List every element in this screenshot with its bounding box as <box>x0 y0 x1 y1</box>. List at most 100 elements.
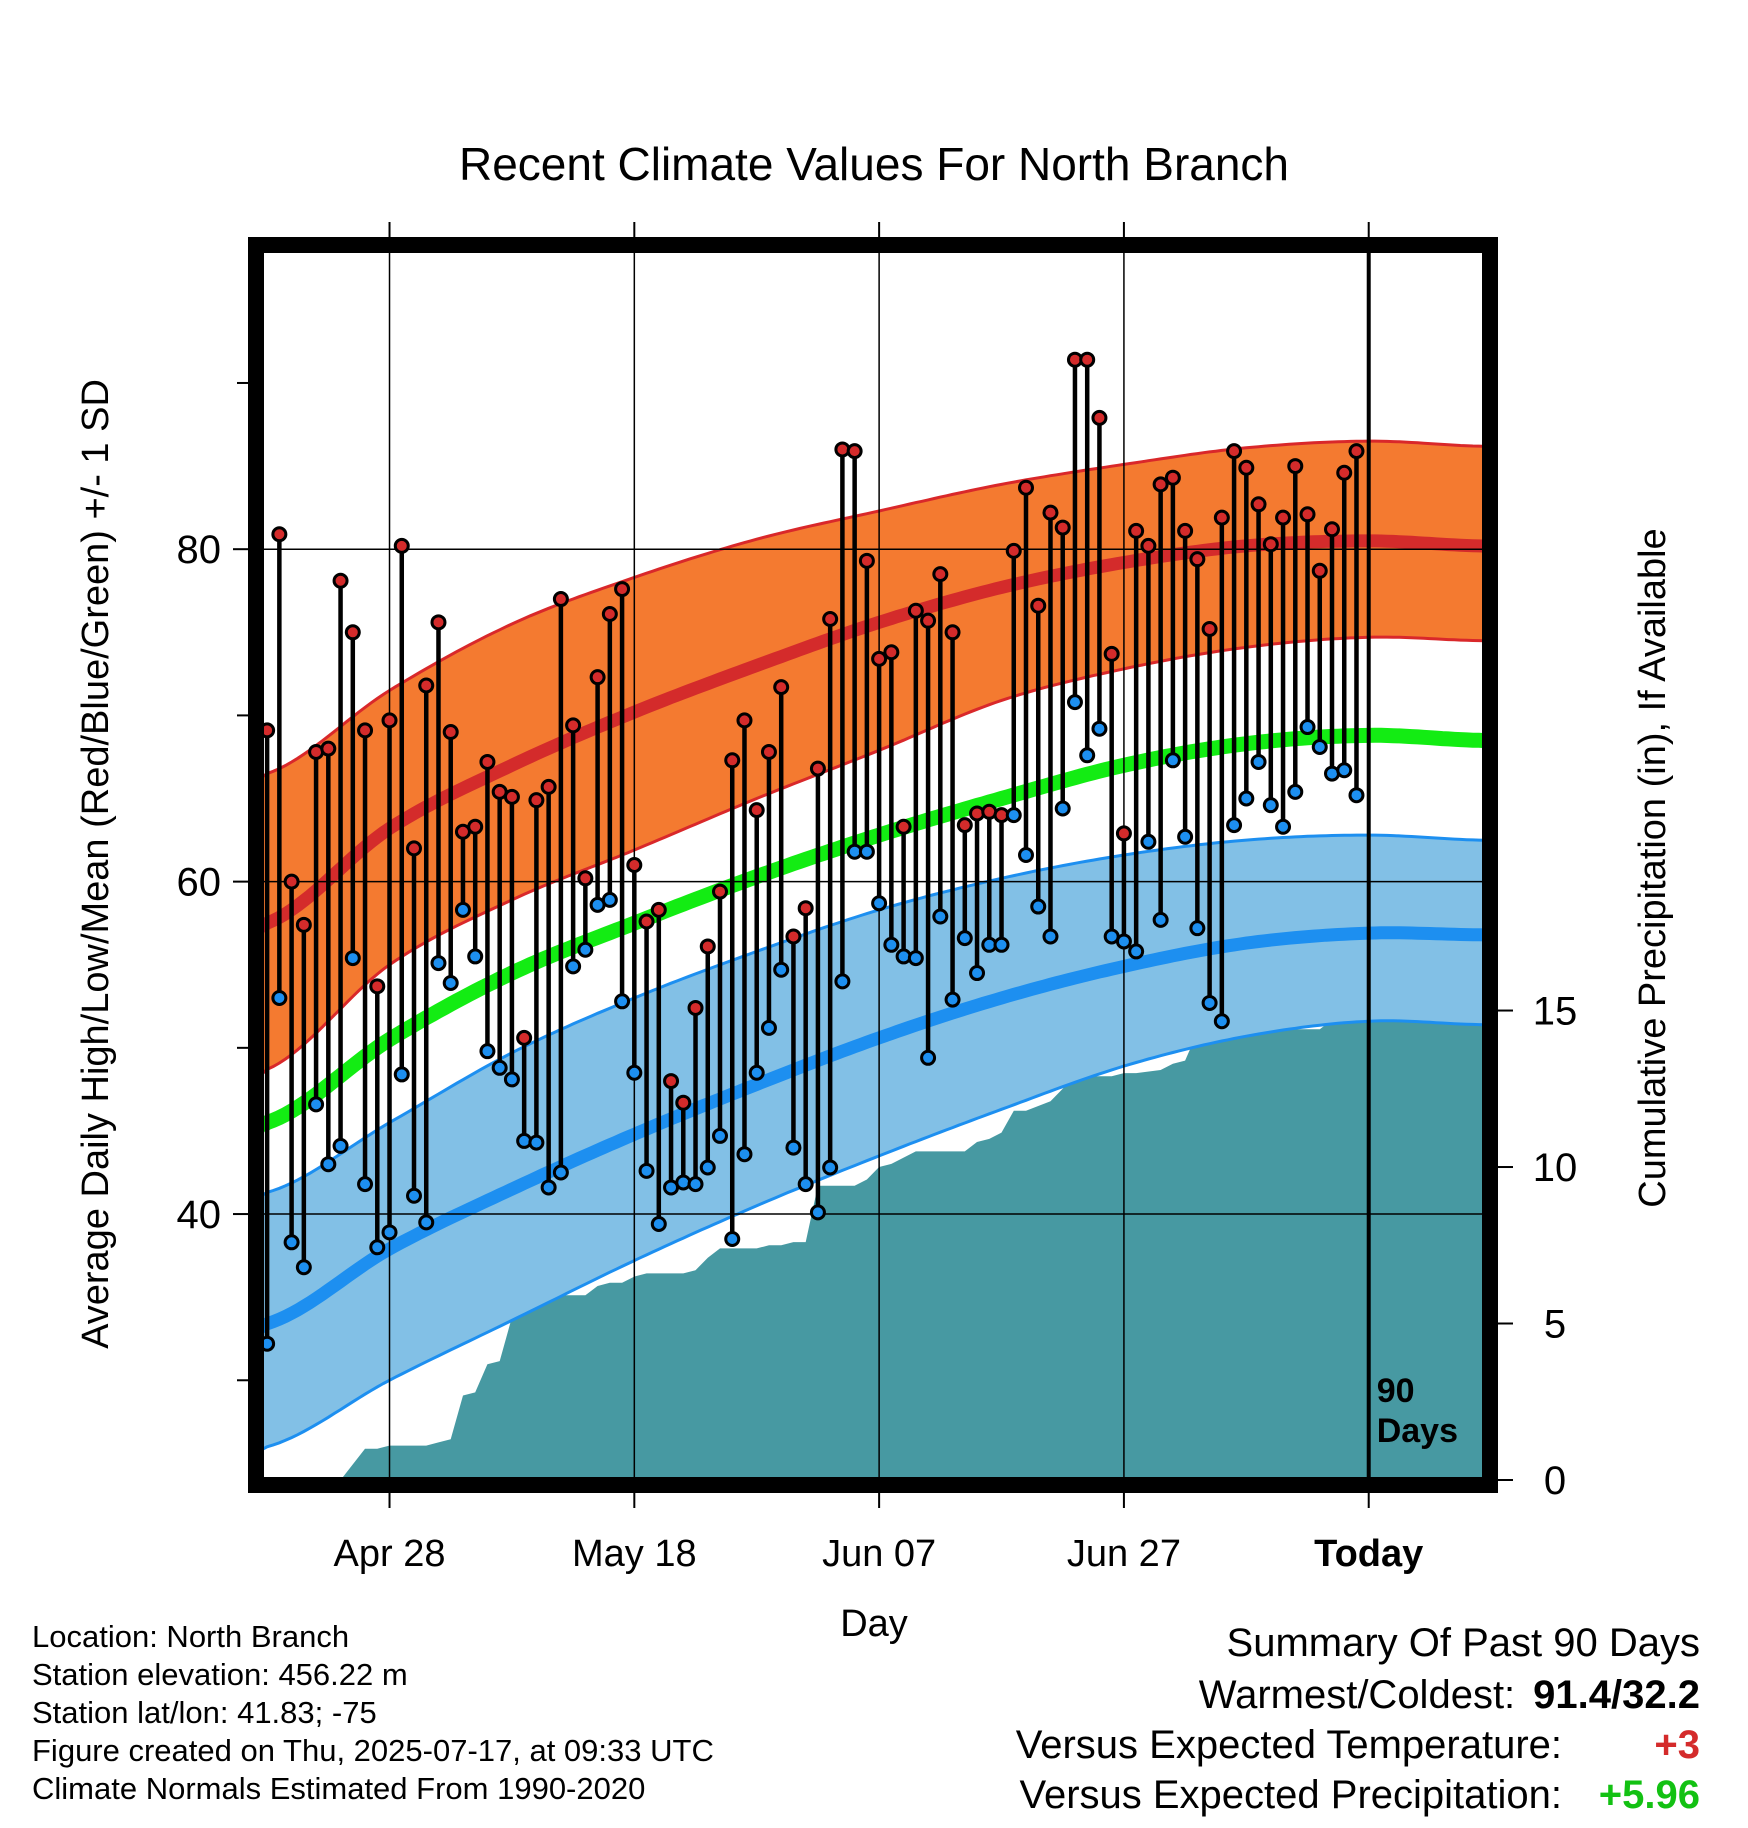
daily-high-point <box>1103 645 1120 662</box>
daily-low-point <box>1287 783 1304 800</box>
precip-anomaly-value: +5.96 <box>1598 1773 1700 1817</box>
daily-low-point <box>748 1064 765 1081</box>
daily-low-point <box>944 991 961 1008</box>
y-tick-label: 80 <box>177 528 222 572</box>
daily-high-point <box>932 566 949 583</box>
warm-cold-label: Warmest/Coldest: <box>1198 1673 1516 1717</box>
daily-low-point <box>430 955 447 972</box>
daily-high-point <box>1336 464 1353 481</box>
daily-high-point <box>1079 351 1096 368</box>
daily-low-point <box>467 948 484 965</box>
daily-high-point <box>626 857 643 873</box>
daily-low-point <box>503 1071 520 1088</box>
elevation-text: Station elevation: 456.22 m <box>32 1657 408 1692</box>
daily-low-point <box>712 1127 728 1144</box>
daily-low-point <box>1054 800 1071 817</box>
daily-low-point <box>1226 817 1243 834</box>
normal-low-line <box>261 926 1485 1334</box>
daily-high-point <box>614 581 631 598</box>
daily-high-point <box>540 778 557 795</box>
daily-low-point <box>332 1137 349 1154</box>
daily-high-point <box>858 552 875 569</box>
daily-low-point <box>393 1066 410 1083</box>
daily-low-point <box>308 1096 325 1113</box>
daily-high-point <box>430 614 447 631</box>
daily-low-point <box>1152 911 1169 928</box>
daily-high-point <box>320 740 337 757</box>
daily-high-point <box>479 753 496 770</box>
daily-high-point <box>1140 537 1157 554</box>
daily-high-point <box>467 818 484 835</box>
daily-low-point <box>344 950 361 967</box>
daily-high-point <box>1250 496 1267 513</box>
daily-low-point <box>1091 720 1108 737</box>
created-text: Figure created on Thu, 2025-07-17, at 09… <box>32 1733 714 1768</box>
daily-low-point <box>406 1187 422 1204</box>
daily-high-point <box>1091 409 1108 426</box>
daily-low-point <box>687 1176 704 1193</box>
daily-low-point <box>1128 943 1145 960</box>
daily-high-point <box>1042 504 1059 521</box>
daily-low-point <box>809 1204 826 1221</box>
window-label: 90 Days <box>1377 1372 1458 1450</box>
daily-high-point <box>1299 506 1316 523</box>
daily-low-point <box>626 1064 643 1081</box>
summary-heading: Summary Of Past 90 Days <box>1226 1621 1700 1665</box>
daily-low-point <box>381 1224 398 1241</box>
daily-low-point <box>1079 747 1096 764</box>
daily-high-point <box>785 928 802 945</box>
y2-tick-label: 0 <box>1544 1459 1566 1503</box>
daily-high-point <box>760 743 777 760</box>
daily-high-point <box>552 591 569 608</box>
daily-low-point <box>858 843 875 860</box>
latlon-text: Station lat/lon: 41.83; -75 <box>32 1695 377 1730</box>
temp-anomaly-row: Versus Expected Temperature: +3 <box>1016 1720 1700 1770</box>
location-text: Location: North Branch <box>32 1619 350 1654</box>
low-sd-band <box>261 835 1485 1451</box>
daily-high-point <box>712 883 728 900</box>
daily-high-point <box>516 1029 533 1046</box>
high-sd-band <box>261 441 1485 1075</box>
y-axis-label: Average Daily High/Low/Mean (Red/Blue/Gr… <box>75 379 117 1349</box>
daily-high-point <box>381 712 398 729</box>
daily-low-point <box>577 941 594 958</box>
observation-stems <box>264 359 1359 1344</box>
summary-panel: Summary Of Past 90 Days Warmest/Coldest:… <box>1016 1618 1700 1820</box>
daily-low-point <box>1311 738 1328 755</box>
daily-low-point <box>650 1216 667 1233</box>
window-label-line: Days <box>1377 1412 1458 1450</box>
daily-high-point <box>1018 479 1034 496</box>
daily-high-point <box>675 1094 692 1111</box>
station-info: Location: North Branch Station elevation… <box>32 1618 714 1808</box>
daily-high-point <box>1275 509 1292 526</box>
daily-high-point <box>1152 476 1169 493</box>
daily-low-point <box>601 891 618 908</box>
daily-low-point <box>956 930 973 947</box>
precip-anomaly-label: Versus Expected Precipitation: <box>1019 1773 1562 1817</box>
daily-low-point <box>320 1156 337 1173</box>
daily-high-point <box>1262 536 1279 553</box>
daily-high-point <box>1287 458 1304 475</box>
daily-high-point <box>406 840 422 857</box>
daily-low-point <box>565 958 582 975</box>
daily-low-point <box>834 973 851 990</box>
daily-low-point <box>295 1259 312 1276</box>
daily-low-point <box>1262 797 1279 814</box>
daily-low-point <box>283 1234 300 1251</box>
daily-low-point <box>920 1049 937 1066</box>
daily-low-point <box>1348 787 1365 804</box>
daily-high-point <box>418 677 435 694</box>
daily-high-point <box>393 537 410 554</box>
daily-low-point <box>993 936 1010 953</box>
daily-low-point <box>528 1134 545 1151</box>
daily-high-point <box>1311 562 1328 579</box>
daily-low-point <box>871 895 888 912</box>
daily-low-point <box>1213 1013 1230 1030</box>
precip-area <box>261 904 1485 1480</box>
daily-high-point <box>344 624 361 641</box>
x-tick-label: Today <box>1314 1533 1423 1575</box>
daily-low-point <box>1299 719 1316 736</box>
daily-high-point <box>895 818 912 835</box>
daily-low-point <box>1177 828 1194 845</box>
daily-low-point <box>724 1230 741 1247</box>
